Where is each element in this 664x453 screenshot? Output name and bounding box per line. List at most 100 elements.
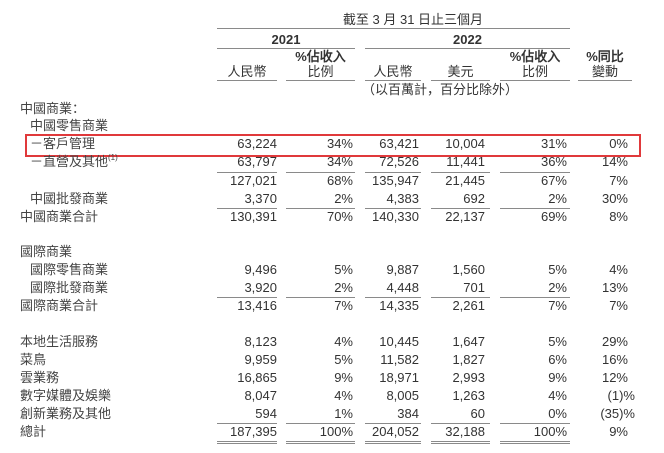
subtotal-line bbox=[217, 297, 277, 298]
cell-pct-2022: 31% bbox=[540, 136, 567, 151]
divider bbox=[365, 80, 421, 81]
cell-rmb-2022: 72,526 bbox=[379, 154, 419, 169]
cell-rmb-2022: 14,335 bbox=[379, 298, 419, 313]
cell-usd-2022: 1,263 bbox=[452, 388, 485, 403]
cell-pct-2022: 67% bbox=[540, 173, 567, 188]
cell-yoy: (35)% bbox=[600, 406, 635, 421]
cell-pct-2022: 0% bbox=[548, 406, 567, 421]
cell-pct-2021: 4% bbox=[334, 334, 353, 349]
subtotal-line bbox=[365, 423, 421, 424]
row-label: 中國批發商業 bbox=[30, 191, 109, 206]
section-title-china: 中國商業： bbox=[20, 101, 86, 116]
col-header-line: 比例 bbox=[521, 64, 548, 79]
row-label: 國際商業合計 bbox=[20, 298, 99, 313]
divider bbox=[500, 80, 570, 81]
divider bbox=[217, 28, 570, 29]
cell-rmb-2021: 9,959 bbox=[244, 352, 277, 367]
cell-usd-2022: 10,004 bbox=[445, 136, 485, 151]
cell-pct-2022: 2% bbox=[548, 280, 567, 295]
table-row: 國際零售商業 9,496 5% 9,887 1,560 5% 4% bbox=[0, 261, 664, 279]
cell-yoy: 16% bbox=[601, 352, 628, 367]
cell-usd-2022: 21,445 bbox=[445, 173, 485, 188]
cell-rmb-2021: 187,395 bbox=[230, 424, 277, 439]
cell-rmb-2021: 13,416 bbox=[237, 298, 277, 313]
table-row: 本地生活服務 8,123 4% 10,445 1,647 5% 29% bbox=[0, 333, 664, 351]
table-row: 國際批發商業 3,920 2% 4,448 701 2% 13% bbox=[0, 279, 664, 297]
total-double-line bbox=[217, 441, 277, 444]
table-row: 創新業務及其他 594 1% 384 60 0% (35)% bbox=[0, 405, 664, 423]
section-title-china-retail: 中國零售商業 bbox=[30, 118, 109, 133]
cell-rmb-2022: 135,947 bbox=[372, 173, 419, 188]
cell-rmb-2021: 8,047 bbox=[244, 388, 277, 403]
col-header-line: %同比 bbox=[586, 49, 624, 64]
cell-usd-2022: 60 bbox=[470, 406, 485, 421]
cell-yoy: 14% bbox=[601, 154, 628, 169]
cell-rmb-2021: 594 bbox=[255, 406, 277, 421]
cell-yoy: 8% bbox=[609, 209, 628, 224]
cell-usd-2022: 1,560 bbox=[452, 262, 485, 277]
cell-pct-2022: 2% bbox=[548, 191, 567, 206]
cell-usd-2022: 22,137 bbox=[445, 209, 485, 224]
year-2021-header: 2021 bbox=[271, 32, 301, 47]
col-header-rmb-2021: 人民幣 bbox=[227, 64, 267, 79]
cell-pct-2022: 100% bbox=[533, 424, 567, 439]
cell-pct-2021: 5% bbox=[334, 262, 353, 277]
col-header-line: %佔收入 bbox=[295, 49, 346, 64]
subtotal-line bbox=[217, 172, 277, 173]
cell-pct-2022: 69% bbox=[540, 209, 567, 224]
footnote-marker: (1) bbox=[108, 153, 118, 162]
cell-usd-2022: 692 bbox=[463, 191, 485, 206]
cell-pct-2021: 2% bbox=[334, 191, 353, 206]
row-label-text: －直營及其他 bbox=[30, 154, 109, 169]
row-label: －客戶管理 bbox=[30, 136, 96, 151]
table-row: 雲業務 16,865 9% 18,971 2,993 9% 12% bbox=[0, 369, 664, 387]
divider bbox=[365, 48, 570, 49]
cell-rmb-2021: 16,865 bbox=[237, 370, 277, 385]
subtotal-line bbox=[431, 297, 490, 298]
row-label: 創新業務及其他 bbox=[20, 406, 112, 421]
cell-rmb-2022: 63,421 bbox=[379, 136, 419, 151]
cell-pct-2022: 36% bbox=[540, 154, 567, 169]
cell-pct-2021: 2% bbox=[334, 280, 353, 295]
subtotal-line bbox=[500, 208, 570, 209]
cell-yoy: 7% bbox=[609, 173, 628, 188]
table-row: 數字媒體及娛樂 8,047 4% 8,005 1,263 4% (1)% bbox=[0, 387, 664, 405]
cell-rmb-2021: 8,123 bbox=[244, 334, 277, 349]
table-row: 菜鳥 9,959 5% 11,582 1,827 6% 16% bbox=[0, 351, 664, 369]
cell-rmb-2022: 140,330 bbox=[372, 209, 419, 224]
subtotal-line bbox=[217, 423, 277, 424]
cell-rmb-2021: 3,920 bbox=[244, 280, 277, 295]
table-row-total: 總計 187,395 100% 204,052 32,188 100% 9% bbox=[0, 423, 664, 441]
cell-pct-2021: 7% bbox=[334, 298, 353, 313]
divider bbox=[286, 80, 355, 81]
row-label: 本地生活服務 bbox=[20, 334, 99, 349]
cell-pct-2021: 5% bbox=[334, 352, 353, 367]
row-label: 菜鳥 bbox=[20, 352, 47, 367]
subtotal-line bbox=[431, 208, 490, 209]
cell-yoy: 9% bbox=[609, 424, 628, 439]
row-label: 雲業務 bbox=[20, 370, 60, 385]
section-title-intl: 國際商業 bbox=[20, 244, 73, 259]
total-double-line bbox=[431, 441, 490, 444]
total-double-line bbox=[500, 441, 570, 444]
cell-pct-2021: 4% bbox=[334, 388, 353, 403]
subtotal-line bbox=[286, 297, 355, 298]
cell-rmb-2021: 63,797 bbox=[237, 154, 277, 169]
row-label: 中國商業合計 bbox=[20, 209, 99, 224]
cell-rmb-2021: 130,391 bbox=[230, 209, 277, 224]
cell-pct-2021: 1% bbox=[334, 406, 353, 421]
cell-usd-2022: 2,261 bbox=[452, 298, 485, 313]
subtotal-line bbox=[500, 423, 570, 424]
total-double-line bbox=[365, 441, 421, 444]
table-row: －客戶管理 63,224 34% 63,421 10,004 31% 0% bbox=[0, 135, 664, 153]
subtotal-line bbox=[431, 172, 490, 173]
subtotal-line bbox=[365, 172, 421, 173]
cell-pct-2022: 6% bbox=[548, 352, 567, 367]
cell-usd-2022: 2,993 bbox=[452, 370, 485, 385]
cell-pct-2022: 5% bbox=[548, 262, 567, 277]
cell-usd-2022: 701 bbox=[463, 280, 485, 295]
col-header-pct-2022: %佔收入 比例 bbox=[500, 49, 570, 79]
cell-usd-2022: 1,647 bbox=[452, 334, 485, 349]
cell-pct-2021: 68% bbox=[326, 173, 353, 188]
cell-yoy: 12% bbox=[601, 370, 628, 385]
